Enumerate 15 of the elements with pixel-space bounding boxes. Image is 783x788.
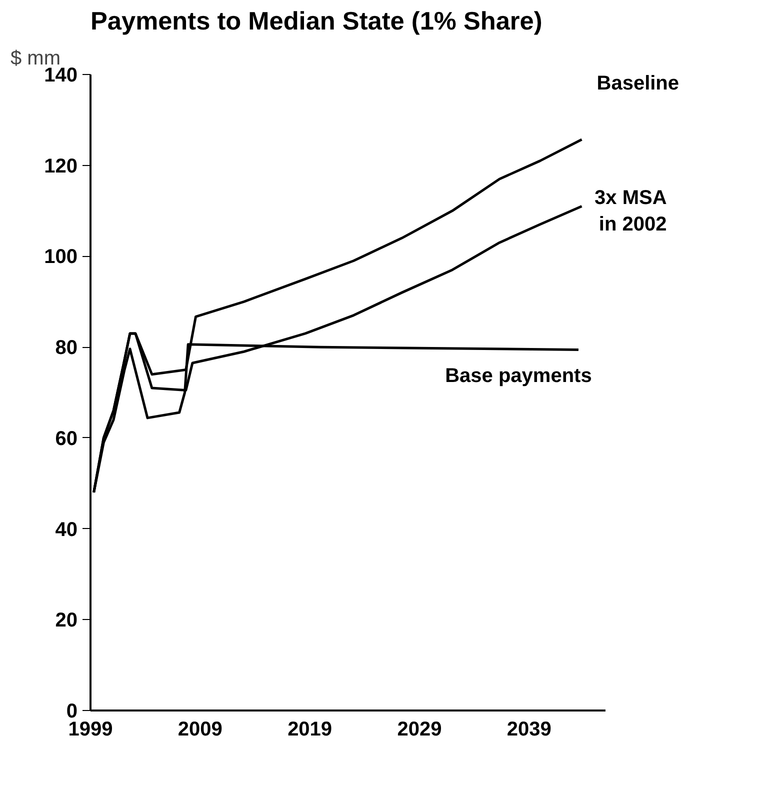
series-label: 3x MSA in 2002 xyxy=(594,187,667,236)
y-tick-label: 120 xyxy=(44,155,78,178)
text: Baseline xyxy=(596,72,680,94)
y-tick-label: 80 xyxy=(55,337,78,360)
y-tick-label: 60 xyxy=(55,428,78,450)
y-tick-label: 40 xyxy=(55,518,78,541)
x-tick-label: 2019 xyxy=(288,718,332,740)
x-tick-label: 2039 xyxy=(506,718,552,740)
y-tick-label: 20 xyxy=(55,610,78,632)
y-tick-label: 140 xyxy=(44,64,78,86)
series-label: Base payments xyxy=(445,364,592,387)
chart-title: Payments to Median State (1% Share) xyxy=(90,8,542,36)
x-tick-label: 2009 xyxy=(178,718,222,740)
y-tick-label: 100 xyxy=(44,246,78,268)
x-tick-label: 2029 xyxy=(397,718,442,740)
